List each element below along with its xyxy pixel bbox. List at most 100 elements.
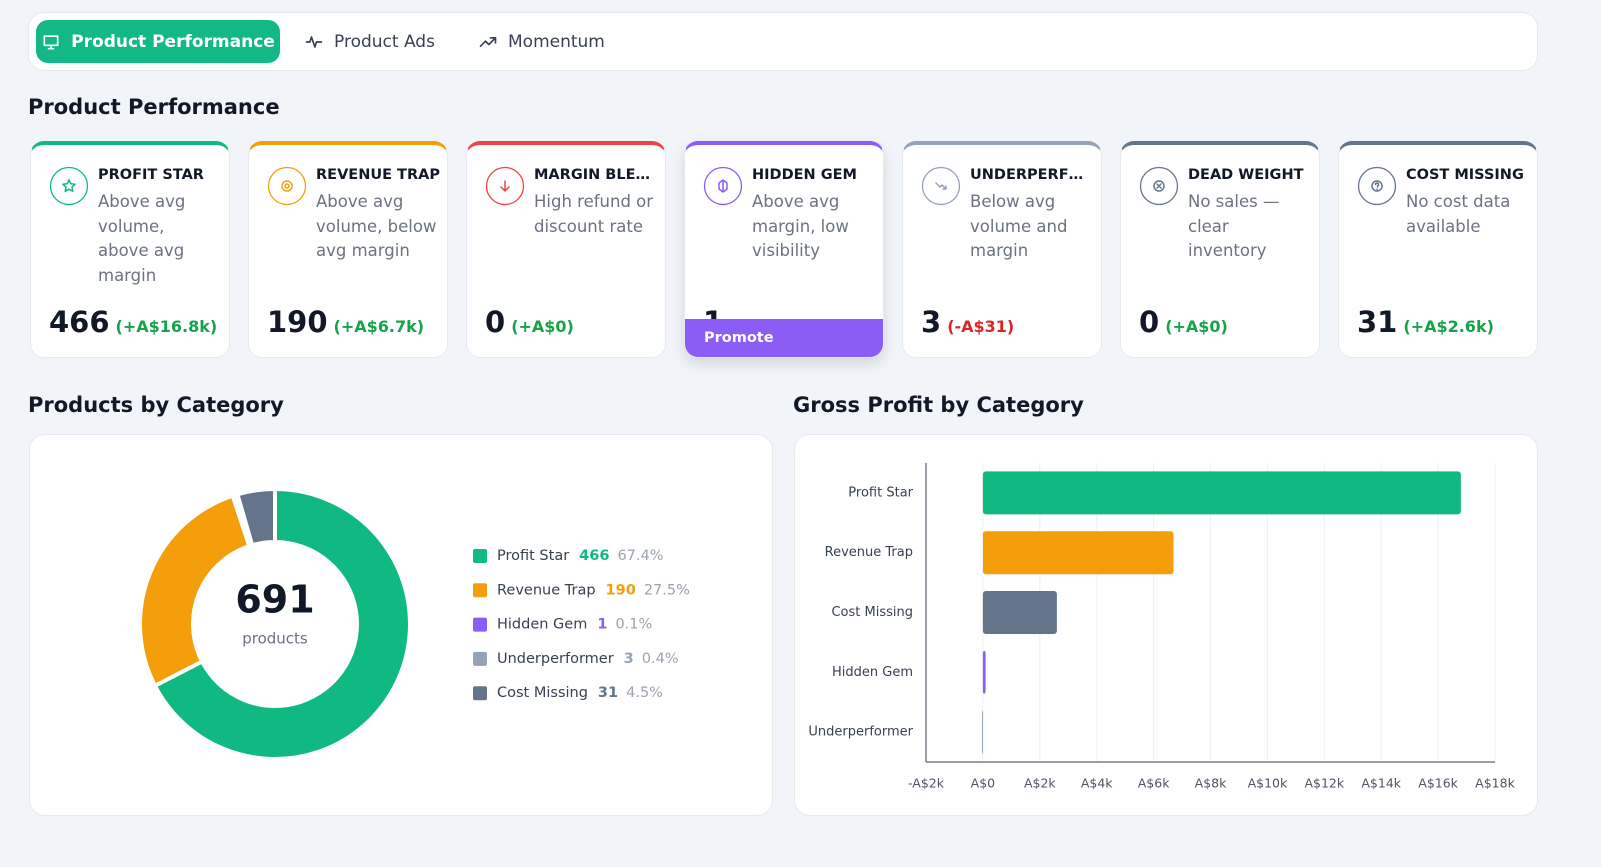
legend-name: Hidden Gem — [497, 617, 587, 633]
legend-entry: Hidden Gem 1 0.1% — [497, 617, 652, 633]
donut-segment — [138, 493, 252, 688]
card-count-row: 0 (+A$0) — [1139, 305, 1228, 339]
y-tick-label: Hidden Gem — [832, 665, 913, 680]
card-amount: (+A$0) — [1165, 317, 1228, 336]
card-amount: (-A$31) — [947, 317, 1015, 336]
card-description: No sales — clear inventory — [1188, 192, 1280, 260]
promote-button[interactable]: Promote — [685, 319, 883, 357]
card-title: UNDERPERF… — [970, 167, 1084, 183]
legend-percent: 67.4% — [617, 548, 663, 564]
tab-label: Product Performance — [71, 31, 275, 52]
x-tick-label: A$14k — [1361, 776, 1401, 791]
legend-percent: 27.5% — [644, 582, 690, 598]
y-tick-label: Cost Missing — [831, 605, 913, 620]
tab-icon — [43, 34, 59, 50]
icon-glyph — [935, 182, 947, 190]
icon-glyph — [1153, 180, 1165, 192]
card-title: HIDDEN GEM — [752, 167, 857, 183]
bar — [982, 710, 984, 754]
donut-segment — [235, 487, 277, 548]
card-title: MARGIN BLE… — [534, 167, 650, 183]
card-icon — [1357, 166, 1397, 206]
legend-count: 3 — [624, 651, 634, 667]
card-count-row: 0 (+A$0) — [485, 305, 574, 339]
card: DEAD WEIGHT No sales — clear inventory 0 (+… — [1120, 141, 1320, 358]
icon-circle — [49, 166, 89, 206]
legend-percent: 0.4% — [642, 651, 679, 667]
x-tick-label: A$6k — [1138, 776, 1170, 791]
card-icon — [49, 166, 89, 206]
x-tick-label: A$10k — [1248, 776, 1288, 791]
card-title: REVENUE TRAP — [316, 167, 440, 183]
y-tick-label: Revenue Trap — [825, 545, 913, 560]
x-tick-label: A$8k — [1195, 776, 1227, 791]
card-description: Above avg margin, low visibility — [752, 192, 849, 260]
icon-glyph — [62, 179, 76, 193]
x-tick-label: A$12k — [1304, 776, 1344, 791]
x-tick-label: -A$2k — [908, 776, 945, 791]
legend-entry: Underperformer 3 0.4% — [497, 651, 679, 667]
legend-percent: 0.1% — [615, 617, 652, 633]
chart-title: Products by Category — [28, 393, 284, 417]
legend-entry: Revenue Trap 190 27.5% — [497, 582, 690, 598]
icon-glyph — [281, 180, 293, 192]
card-count: 3 — [921, 305, 942, 339]
legend-name: Underperformer — [497, 651, 614, 667]
icon-circle — [267, 166, 307, 206]
chart-title: Gross Profit by Category — [793, 393, 1084, 417]
bar — [982, 471, 1461, 515]
x-tick-label: A$4k — [1081, 776, 1113, 791]
legend-entry: Cost Missing 31 4.5% — [497, 685, 663, 701]
card-amount: (+A$16.8k) — [115, 317, 218, 336]
card-count: 31 — [1357, 305, 1398, 339]
card-count-row: 466 (+A$16.8k) — [49, 305, 217, 339]
donut-segment — [152, 487, 412, 761]
bar — [982, 650, 986, 694]
card-title: DEAD WEIGHT — [1188, 167, 1304, 183]
card: HIDDEN GEM Above avg margin, low visibili… — [684, 141, 884, 358]
legend-name: Profit Star — [497, 548, 569, 564]
tab[interactable]: Product Performance — [36, 20, 280, 63]
legend-swatch — [473, 651, 487, 666]
tab-label: Momentum — [508, 31, 605, 52]
legend-swatch — [473, 686, 487, 701]
legend-swatch — [473, 583, 487, 598]
tab[interactable]: Product Ads — [304, 20, 454, 63]
card-description: No cost data available — [1406, 192, 1511, 236]
card-count-row: 3 (-A$31) — [921, 305, 1014, 339]
legend-count: 1 — [597, 617, 607, 633]
icon-glyph — [1371, 180, 1383, 192]
tab[interactable]: Momentum — [478, 20, 618, 63]
card-description: High refund or discount rate — [534, 192, 654, 236]
icon-glyph — [43, 34, 59, 50]
x-tick-label: A$16k — [1418, 776, 1458, 791]
card-description: Below avg volume and margin — [970, 192, 1068, 260]
card-icon — [267, 166, 307, 206]
center-label: products — [242, 630, 308, 648]
center-value: 691 — [235, 578, 314, 622]
section-title: Product Performance — [28, 95, 280, 119]
card-count: 0 — [485, 305, 506, 339]
card-count-row: 31 (+A$2.6k) — [1357, 305, 1494, 339]
tab-icon — [479, 36, 497, 47]
card: REVENUE TRAP Above avg volume, below avg … — [248, 141, 448, 358]
legend-percent: 4.5% — [626, 685, 663, 701]
card-amount: (+A$0) — [511, 317, 574, 336]
card-icon — [703, 166, 743, 206]
card-icon — [485, 166, 525, 206]
card-count: 466 — [49, 305, 110, 339]
bar — [982, 531, 1174, 575]
x-tick-label: A$18k — [1475, 776, 1515, 791]
legend-count: 190 — [606, 582, 636, 598]
icon-glyph — [305, 35, 323, 48]
card-description: Above avg volume, below avg margin — [316, 192, 437, 260]
legend-count: 466 — [579, 548, 609, 564]
tab-label: Product Ads — [334, 31, 435, 52]
card: MARGIN BLE… High refund or discount rate 0… — [466, 141, 666, 358]
legend-count: 31 — [598, 685, 618, 701]
y-tick-label: Profit Star — [848, 485, 913, 500]
tab-icon — [305, 35, 323, 48]
card: COST MISSING No cost data available 31 (+A$… — [1338, 141, 1538, 358]
y-tick-label: Underperformer — [808, 725, 913, 740]
